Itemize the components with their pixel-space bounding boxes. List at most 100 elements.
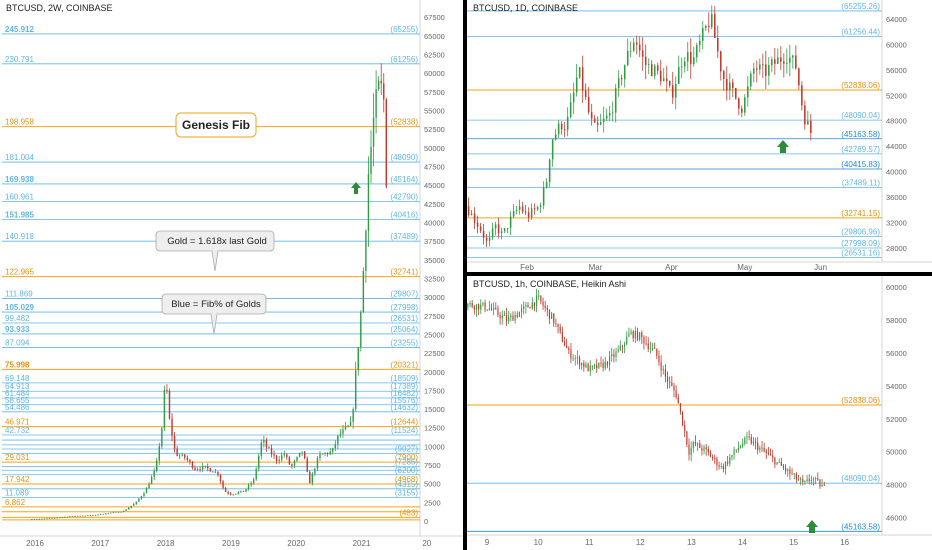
candle-body xyxy=(703,447,705,451)
candle-body xyxy=(64,516,66,518)
y-tick-label: 60000 xyxy=(886,283,907,292)
candle-body xyxy=(536,207,539,210)
fib-level-ratio: 11.089 xyxy=(5,488,29,497)
y-tick-label: 52000 xyxy=(886,415,907,424)
y-tick-label: 60000 xyxy=(424,69,445,78)
candle-body xyxy=(596,364,598,369)
buy-arrow-icon xyxy=(806,520,818,533)
candle-body xyxy=(56,517,58,519)
y-tick-label: 65000 xyxy=(424,32,445,41)
chart-panel-1d[interactable]: BTCUSD, 1D, COINBASE (65255.26) (61256.44… xyxy=(467,0,932,272)
candle-body xyxy=(800,479,802,481)
y-tick-label: 40000 xyxy=(886,168,907,177)
chart-panel-1h[interactable]: BTCUSD, 1h, COINBASE, Heikin Ashi (52838… xyxy=(467,276,932,550)
candle-body xyxy=(808,479,810,482)
candle-body xyxy=(660,362,662,371)
fib-level-price: (48090) xyxy=(390,153,418,162)
candle-body xyxy=(278,459,280,462)
candle-body xyxy=(726,78,728,91)
candle-body xyxy=(709,452,712,457)
candle-body xyxy=(482,302,484,305)
candle-body xyxy=(707,26,710,28)
x-tick-label: Apr xyxy=(665,263,678,272)
candle-body xyxy=(555,323,557,325)
x-tick-label: Mar xyxy=(589,263,603,272)
candle-body xyxy=(533,208,536,210)
candle-body xyxy=(237,492,240,494)
candle-body xyxy=(662,78,665,82)
candle-body xyxy=(518,206,521,210)
candle-body xyxy=(608,356,611,366)
candle-body xyxy=(495,307,497,309)
x-tick-label: 12 xyxy=(636,538,645,547)
candle-body xyxy=(619,345,621,350)
candle-body xyxy=(357,347,359,371)
candle-body xyxy=(801,85,803,106)
candle-body xyxy=(759,64,761,70)
y-tick-label: 36000 xyxy=(886,193,907,202)
candle-body xyxy=(806,479,808,481)
fib-level-price: (32741.15) xyxy=(841,209,880,218)
fib-level-price: (9027) xyxy=(395,445,418,454)
candle-body xyxy=(659,70,662,82)
y-tick-label: 50000 xyxy=(424,144,445,153)
candle-body xyxy=(365,230,367,271)
candle-body xyxy=(488,308,490,310)
candle-body xyxy=(561,331,563,342)
candle-body xyxy=(102,513,104,515)
y-tick-label: 5000 xyxy=(424,480,441,489)
candle-body xyxy=(470,213,473,216)
fib-level-price: (483) xyxy=(399,508,418,517)
fib-level-ratio: 54.486 xyxy=(5,403,30,412)
candle-body xyxy=(810,479,812,482)
candle-body xyxy=(684,425,686,432)
candle-body xyxy=(807,120,809,125)
candle-body xyxy=(782,465,785,468)
candle-body xyxy=(260,442,263,456)
y-tick-label: 12500 xyxy=(424,424,445,433)
candle-body xyxy=(268,447,270,449)
candle-body xyxy=(665,78,668,82)
candle-body xyxy=(240,490,242,493)
candle-body xyxy=(699,443,701,448)
candle-body xyxy=(488,237,491,241)
candle-body xyxy=(362,270,365,313)
candle-body xyxy=(613,354,615,357)
fib-level-price: (42789.57) xyxy=(841,145,880,154)
candle-body xyxy=(143,493,145,497)
fib-level-price: (11524) xyxy=(391,426,418,435)
fib-level-ratio: 29.031 xyxy=(5,453,30,462)
x-tick-label: 20 xyxy=(422,539,431,548)
candle-body xyxy=(744,97,746,113)
candle-body xyxy=(475,304,478,310)
candle-body xyxy=(316,458,319,469)
candle-body xyxy=(761,447,763,449)
candle-body xyxy=(628,333,630,337)
candle-body xyxy=(817,478,819,480)
candle-body xyxy=(581,67,584,91)
x-tick-label: 11 xyxy=(585,538,594,547)
fib-level-price: (45164) xyxy=(390,175,418,184)
y-tick-label: 37500 xyxy=(424,237,445,246)
candle-body xyxy=(473,306,475,310)
candle-body xyxy=(737,447,739,450)
candle-body xyxy=(717,37,719,52)
candle-body xyxy=(360,312,362,348)
fib-level-ratio: 198.958 xyxy=(5,118,34,127)
candle-body xyxy=(572,358,574,360)
candle-body xyxy=(217,471,219,475)
candle-body xyxy=(518,312,521,317)
candle-body xyxy=(593,118,596,123)
candle-body xyxy=(31,519,33,521)
candle-body xyxy=(314,468,316,474)
y-tick-label: 32500 xyxy=(424,274,445,283)
chart-panel-2w[interactable]: BTCUSD, 2W, COINBASE 245.912 (65255) 230.7… xyxy=(0,0,463,550)
x-tick-label: Feb xyxy=(520,263,534,272)
candle-body xyxy=(611,112,614,114)
candle-body xyxy=(694,441,697,445)
candle-body xyxy=(729,457,731,464)
candle-body xyxy=(506,228,509,229)
candle-body xyxy=(99,513,102,515)
y-tick-label: 47500 xyxy=(424,162,445,171)
y-tick-label: 7500 xyxy=(424,461,441,470)
